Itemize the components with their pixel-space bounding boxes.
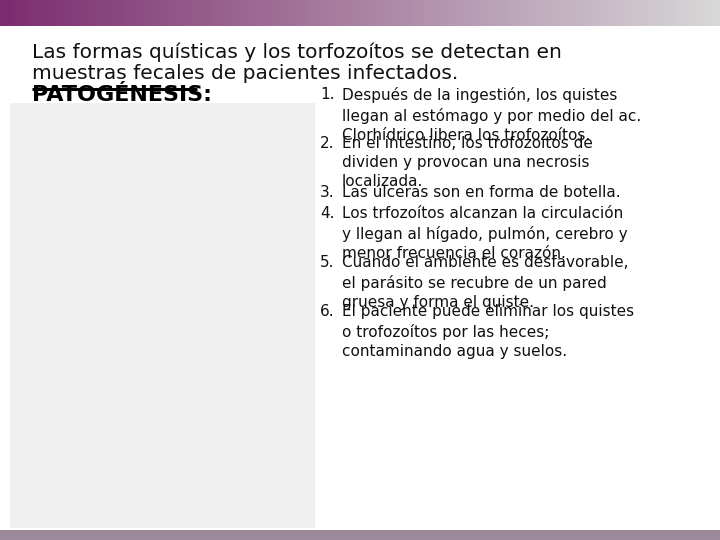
Bar <box>3 1 12 10</box>
Text: En el intestino, los trofozoítos de
dividen y provocan una necrosis
localizada.: En el intestino, los trofozoítos de divi… <box>342 136 593 190</box>
Text: Las formas quísticas y los torfozoítos se detectan en: Las formas quísticas y los torfozoítos s… <box>32 42 562 62</box>
Text: 4.: 4. <box>320 206 335 221</box>
Text: PATOGÉNESIS:: PATOGÉNESIS: <box>32 85 212 105</box>
Text: Después de la ingestión, los quistes
llegan al estómago y por medio del ac.
Clor: Después de la ingestión, los quistes lle… <box>342 87 642 143</box>
Text: 2.: 2. <box>320 136 335 151</box>
Text: 3.: 3. <box>320 185 335 200</box>
Text: Las úlceras son en forma de botella.: Las úlceras son en forma de botella. <box>342 185 621 200</box>
Text: muestras fecales de pacientes infectados.: muestras fecales de pacientes infectados… <box>32 64 458 83</box>
Text: 6.: 6. <box>320 304 335 319</box>
Text: Los trfozoítos alcanzan la circulación
y llegan al hígado, pulmón, cerebro y
men: Los trfozoítos alcanzan la circulación y… <box>342 206 628 261</box>
Bar <box>0 530 720 540</box>
Bar <box>10 103 315 528</box>
Text: 1.: 1. <box>320 87 335 102</box>
Text: El paciente puede eliminar los quistes
o trofozoítos por las heces;
contaminando: El paciente puede eliminar los quistes o… <box>342 304 634 359</box>
Text: Cuando el ambiente es desfavorable,
el parásito se recubre de un pared
gruesa y : Cuando el ambiente es desfavorable, el p… <box>342 255 629 310</box>
Bar <box>3 13 12 22</box>
Text: 5.: 5. <box>320 255 335 270</box>
